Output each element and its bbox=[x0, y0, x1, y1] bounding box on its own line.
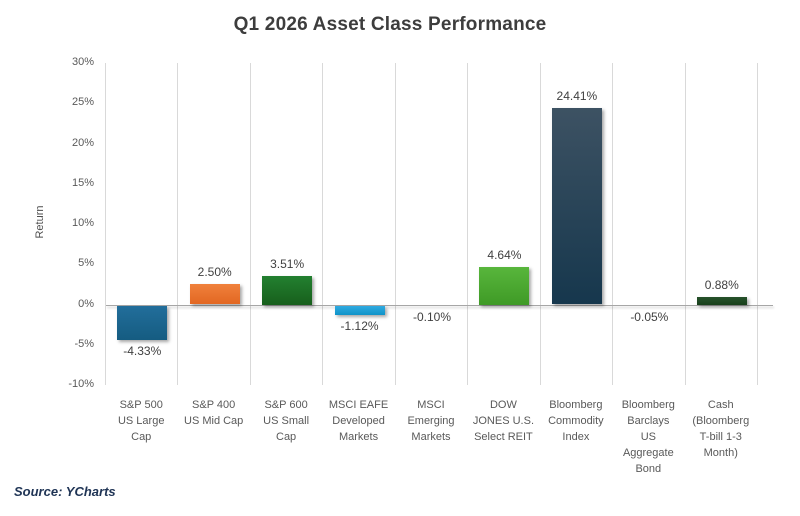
y-tick-label: 30% bbox=[71, 56, 94, 68]
y-tick-label: 20% bbox=[71, 136, 94, 149]
plot-area: -4.33% 2.50% 3.51% -1.12% -0.10% 4.64% 24.41% -… bbox=[105, 63, 773, 385]
vertical-gridline bbox=[684, 63, 686, 385]
vertical-gridline bbox=[394, 63, 396, 385]
y-tick-label: 5% bbox=[78, 257, 94, 270]
category-label: DOW JONES U.S. Select REIT bbox=[472, 399, 534, 443]
bar bbox=[696, 297, 747, 305]
bar bbox=[189, 284, 240, 305]
category-label: MSCI Emerging Markets bbox=[407, 399, 455, 443]
y-tick-label: -10% bbox=[68, 378, 94, 390]
zero-line bbox=[106, 304, 773, 306]
y-tick-label: 15% bbox=[71, 176, 94, 189]
category-label: S&P 600 US Small Cap bbox=[263, 399, 310, 443]
vertical-gridline bbox=[612, 63, 614, 385]
chart-title: Q1 2026 Asset Class Performance bbox=[233, 14, 547, 35]
bar-value-label: -1.12% bbox=[340, 318, 379, 333]
category-label: Cash (Bloomberg T-bill 1-3 Month) bbox=[692, 399, 750, 459]
bar bbox=[334, 305, 385, 315]
bar bbox=[551, 107, 602, 305]
category-label: Bloomberg Barclays US Aggregate Bond bbox=[621, 399, 675, 475]
category-label: Bloomberg Commodity Index bbox=[548, 399, 604, 443]
vertical-gridline bbox=[467, 63, 469, 385]
bar bbox=[407, 305, 457, 307]
vertical-gridline bbox=[177, 63, 179, 385]
bar-value-label: 3.51% bbox=[270, 257, 305, 272]
bar bbox=[117, 305, 168, 341]
bar-value-label: 2.50% bbox=[197, 265, 232, 280]
bar-value-label: 24.41% bbox=[556, 88, 598, 103]
y-tick-label: -5% bbox=[74, 337, 94, 350]
bar-value-label: 4.64% bbox=[487, 248, 522, 263]
vertical-gridline bbox=[322, 63, 324, 385]
bar bbox=[479, 267, 530, 305]
bar-value-label: 0.88% bbox=[704, 278, 739, 293]
bar bbox=[262, 276, 313, 305]
y-tick-label: 0% bbox=[78, 297, 94, 310]
bar-value-label: -4.33% bbox=[123, 344, 162, 359]
category-label: S&P 500 US Large Cap bbox=[117, 399, 165, 443]
vertical-gridline bbox=[757, 63, 758, 385]
x-axis-category-labels: S&P 500 US Large Cap S&P 400 US Mid Cap S&… bbox=[105, 397, 757, 487]
bar-value-label: -0.10% bbox=[412, 310, 452, 325]
vertical-gridline bbox=[539, 63, 541, 385]
y-tick-label: 10% bbox=[71, 217, 94, 229]
vertical-gridline bbox=[249, 63, 251, 385]
y-tick-label: 25% bbox=[71, 96, 94, 109]
bar-value-label: -0.05% bbox=[630, 309, 669, 324]
category-label: MSCI EAFE Developed Markets bbox=[328, 399, 389, 443]
source-note: Source: YCharts bbox=[14, 484, 116, 499]
category-label: S&P 400 US Mid Cap bbox=[184, 399, 244, 427]
